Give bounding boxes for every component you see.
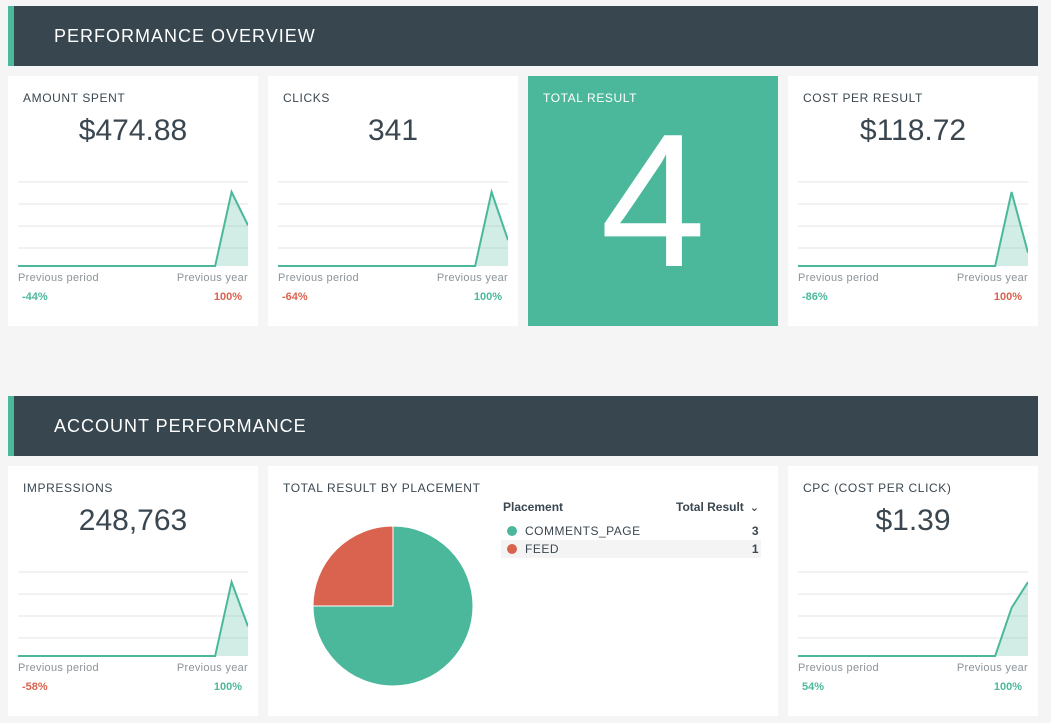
card-value: 341 bbox=[367, 114, 419, 147]
column-header-placement[interactable]: Placement bbox=[503, 500, 564, 514]
previous-year-change: 100% bbox=[213, 291, 242, 303]
account-performance-header: ACCOUNT PERFORMANCE bbox=[8, 396, 1038, 456]
performance-overview-header: PERFORMANCE OVERVIEW bbox=[8, 6, 1038, 66]
previous-period-change: -58% bbox=[22, 681, 48, 693]
sparkline bbox=[798, 571, 1028, 657]
legend-dot bbox=[507, 544, 517, 554]
card-label: CLICKS bbox=[283, 91, 330, 105]
previous-period-change: -64% bbox=[282, 291, 308, 303]
card-label: CPC (COST PER CLICK) bbox=[803, 481, 952, 495]
previous-year-label: Previous year bbox=[176, 272, 248, 284]
row-value: 1 bbox=[751, 542, 759, 556]
previous-period-label: Previous period bbox=[18, 272, 99, 284]
sparkline-area bbox=[18, 192, 248, 266]
chevron-down-icon[interactable]: ⌄ bbox=[749, 502, 759, 514]
total-result-card[interactable]: TOTAL RESULT 4 bbox=[528, 76, 778, 326]
previous-year-change: 100% bbox=[993, 291, 1022, 303]
previous-year-change: 100% bbox=[473, 291, 502, 303]
previous-period-label: Previous period bbox=[798, 272, 879, 284]
previous-year-label: Previous year bbox=[436, 272, 508, 284]
previous-period-label: Previous period bbox=[278, 272, 359, 284]
card-value: $474.88 bbox=[78, 114, 188, 147]
section-title: PERFORMANCE OVERVIEW bbox=[54, 26, 316, 46]
previous-period-label: Previous period bbox=[18, 662, 99, 674]
section-title: ACCOUNT PERFORMANCE bbox=[54, 416, 307, 436]
previous-year-label: Previous year bbox=[956, 272, 1028, 284]
cpc-card[interactable]: CPC (COST PER CLICK) $1.39 Previous peri… bbox=[788, 466, 1038, 716]
previous-year-label: Previous year bbox=[176, 662, 248, 674]
card-label: AMOUNT SPENT bbox=[23, 91, 126, 105]
previous-period-change: 54% bbox=[802, 681, 825, 693]
previous-year-change: 100% bbox=[213, 681, 242, 693]
placement-pie-chart bbox=[312, 525, 474, 687]
previous-period-change: -44% bbox=[22, 291, 48, 303]
sparkline-area bbox=[798, 192, 1028, 266]
total-result-value: 4 bbox=[600, 95, 706, 307]
legend-dot bbox=[507, 526, 517, 536]
impressions-card[interactable]: IMPRESSIONS 248,763 Previous period Prev… bbox=[8, 466, 258, 716]
pie-slice-feed[interactable] bbox=[312, 525, 394, 607]
cost-per-result-card[interactable]: COST PER RESULT $118.72 Previous period … bbox=[788, 76, 1038, 326]
amount-spent-card[interactable]: AMOUNT SPENT $474.88 Previous period Pre… bbox=[8, 76, 258, 326]
sparkline-line bbox=[18, 189, 248, 267]
row-placement: FEED bbox=[525, 542, 560, 556]
row-value: 3 bbox=[751, 524, 759, 538]
sparkline-line bbox=[18, 578, 248, 657]
previous-period-label: Previous period bbox=[798, 662, 879, 674]
card-value: $118.72 bbox=[859, 114, 967, 147]
table-row[interactable]: COMMENTS_PAGE 3 bbox=[501, 522, 761, 540]
sparkline-area bbox=[18, 582, 248, 656]
table-row[interactable]: FEED 1 bbox=[501, 540, 761, 558]
card-value: $1.39 bbox=[875, 504, 951, 537]
card-label: COST PER RESULT bbox=[803, 91, 923, 105]
row-placement: COMMENTS_PAGE bbox=[525, 524, 641, 538]
sparkline-line bbox=[798, 191, 1028, 267]
card-label: TOTAL RESULT BY PLACEMENT bbox=[283, 481, 481, 495]
card-label: IMPRESSIONS bbox=[23, 481, 113, 495]
previous-year-change: 100% bbox=[993, 681, 1022, 693]
sparkline bbox=[18, 571, 248, 657]
sparkline-area bbox=[278, 192, 508, 266]
sparkline bbox=[798, 181, 1028, 267]
sparkline bbox=[18, 181, 248, 267]
sparkline-line bbox=[798, 581, 1028, 657]
sparkline bbox=[278, 181, 508, 267]
card-value: 248,763 bbox=[78, 504, 188, 537]
column-header-total-result[interactable]: Total Result ⌄ bbox=[676, 500, 759, 514]
sparkline-line bbox=[278, 188, 508, 267]
clicks-card[interactable]: CLICKS 341 Previous period Previous year… bbox=[268, 76, 518, 326]
table-header: Placement Total Result ⌄ bbox=[501, 500, 761, 522]
card-label: TOTAL RESULT bbox=[543, 91, 638, 105]
previous-period-change: -86% bbox=[802, 291, 828, 303]
placement-card[interactable]: TOTAL RESULT BY PLACEMENT Placement Tota… bbox=[268, 466, 778, 716]
placement-table: Placement Total Result ⌄ COMMENTS_PAGE 3 … bbox=[501, 500, 761, 558]
sparkline-area bbox=[798, 582, 1028, 656]
previous-year-label: Previous year bbox=[956, 662, 1028, 674]
